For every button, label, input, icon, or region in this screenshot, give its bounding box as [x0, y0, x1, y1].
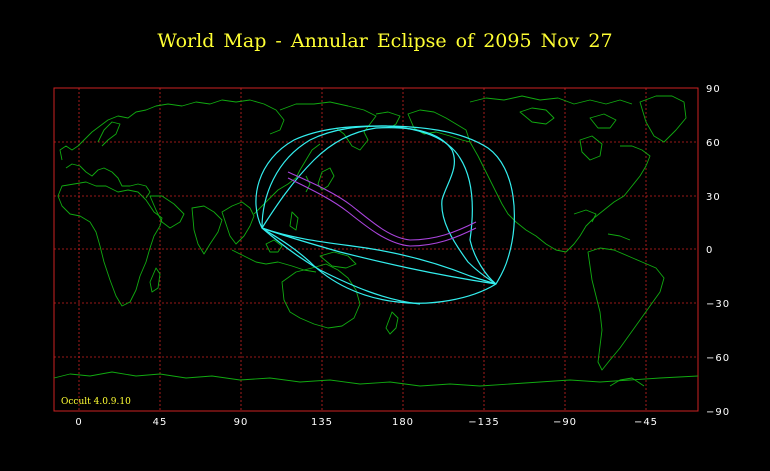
lon-label: −45	[634, 417, 658, 428]
software-credit: Occult 4.0.9.10	[61, 397, 131, 407]
lon-label: 180	[392, 417, 414, 428]
map-frame	[53, 87, 699, 412]
lon-label: −90	[553, 417, 577, 428]
longitude-labels: 0 45 90 135 180 −135 −90 −45	[75, 417, 658, 428]
lon-label: 90	[234, 417, 249, 428]
coastlines	[53, 95, 699, 387]
lat-label: −90	[706, 407, 730, 418]
lat-label: −30	[706, 299, 730, 310]
lat-label: −60	[706, 353, 730, 364]
lon-label: 45	[153, 417, 168, 428]
central-path	[287, 171, 477, 247]
lat-label: 30	[706, 192, 721, 203]
eclipse-outline	[255, 125, 515, 305]
lat-label: 0	[706, 245, 713, 256]
lat-label: 60	[706, 138, 721, 149]
lon-label: −135	[468, 417, 499, 428]
lat-label: 90	[706, 84, 721, 95]
lon-label: 135	[311, 417, 333, 428]
lon-label: 0	[75, 417, 82, 428]
map-title: World Map - Annular Eclipse of 2095 Nov …	[157, 30, 613, 52]
latitude-labels: 90 60 30 0 −30 −60 −90	[706, 84, 730, 418]
